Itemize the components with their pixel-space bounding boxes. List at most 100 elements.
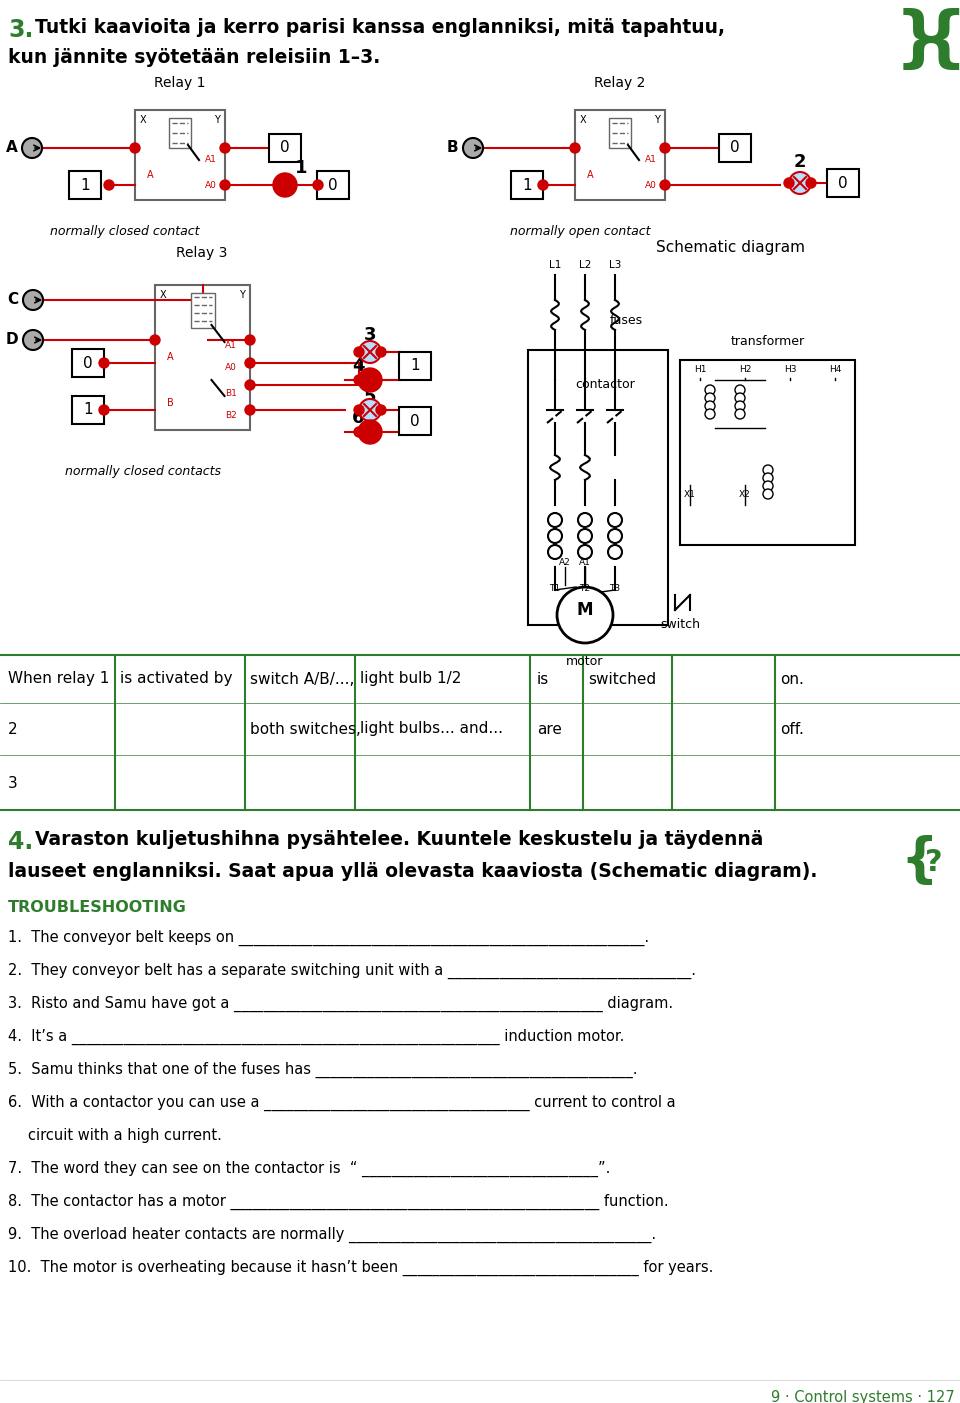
Text: T2: T2 xyxy=(580,584,590,593)
Circle shape xyxy=(548,529,562,543)
Circle shape xyxy=(99,405,109,415)
Circle shape xyxy=(806,178,816,188)
Circle shape xyxy=(735,393,745,403)
Circle shape xyxy=(705,384,715,396)
Circle shape xyxy=(23,290,43,310)
Text: A: A xyxy=(147,170,154,180)
Text: normally open contact: normally open contact xyxy=(510,224,650,239)
Text: X2: X2 xyxy=(739,490,751,499)
Circle shape xyxy=(358,368,382,391)
Bar xyxy=(155,285,250,429)
Text: L2: L2 xyxy=(579,260,591,269)
Circle shape xyxy=(705,410,715,419)
Text: D: D xyxy=(6,333,18,348)
Circle shape xyxy=(359,398,381,421)
Text: C: C xyxy=(7,292,18,307)
Text: 1: 1 xyxy=(81,178,90,192)
Text: 0: 0 xyxy=(410,414,420,428)
Text: 1: 1 xyxy=(295,159,307,177)
Circle shape xyxy=(354,347,364,356)
Circle shape xyxy=(538,180,548,189)
Text: 3.  Risto and Samu have got a __________________________________________________: 3. Risto and Samu have got a ___________… xyxy=(8,996,673,1012)
Circle shape xyxy=(245,358,255,368)
Bar xyxy=(190,293,214,328)
Text: Y: Y xyxy=(654,115,660,125)
Circle shape xyxy=(763,490,773,499)
Text: fuses: fuses xyxy=(610,313,643,327)
Circle shape xyxy=(104,180,114,189)
Text: 3: 3 xyxy=(8,776,17,790)
Text: Relay 2: Relay 2 xyxy=(594,76,646,90)
Text: 2: 2 xyxy=(794,153,806,171)
Text: motor: motor xyxy=(566,655,604,668)
Circle shape xyxy=(548,544,562,558)
Circle shape xyxy=(354,427,364,436)
Circle shape xyxy=(23,330,43,349)
Bar xyxy=(399,407,431,435)
Text: T1: T1 xyxy=(549,584,561,593)
Circle shape xyxy=(358,419,382,443)
Circle shape xyxy=(735,410,745,419)
Text: A1: A1 xyxy=(205,156,217,164)
Circle shape xyxy=(245,335,255,345)
Circle shape xyxy=(578,544,592,558)
Text: Tutki kaavioita ja kerro parisi kanssa englanniksi, mitä tapahtuu,: Tutki kaavioita ja kerro parisi kanssa e… xyxy=(35,18,725,36)
Text: 4: 4 xyxy=(351,356,364,375)
Text: Relay 3: Relay 3 xyxy=(177,246,228,260)
Circle shape xyxy=(660,180,670,189)
Text: 4.: 4. xyxy=(8,831,34,854)
Text: 6: 6 xyxy=(351,410,364,427)
Text: 5.  Samu thinks that one of the fuses has ______________________________________: 5. Samu thinks that one of the fuses has… xyxy=(8,1062,637,1078)
Text: H3: H3 xyxy=(783,365,796,375)
Text: 0: 0 xyxy=(280,140,290,156)
Text: light bulb 1/2: light bulb 1/2 xyxy=(360,672,462,686)
Circle shape xyxy=(578,529,592,543)
Text: ?: ? xyxy=(925,847,943,877)
Text: are: are xyxy=(537,721,562,737)
Bar xyxy=(69,171,101,199)
Text: A: A xyxy=(7,140,18,156)
Circle shape xyxy=(557,586,613,643)
Circle shape xyxy=(608,529,622,543)
Text: Y: Y xyxy=(239,290,245,300)
Text: 9 · Control systems · 127: 9 · Control systems · 127 xyxy=(771,1390,955,1403)
Circle shape xyxy=(705,393,715,403)
Text: 3.: 3. xyxy=(8,18,34,42)
Text: Y: Y xyxy=(214,115,220,125)
Text: 1: 1 xyxy=(84,403,93,418)
Circle shape xyxy=(245,380,255,390)
Text: 0: 0 xyxy=(84,355,93,370)
Bar xyxy=(169,118,191,147)
Text: TROUBLESHOOTING: TROUBLESHOOTING xyxy=(8,899,187,915)
Text: Schematic diagram: Schematic diagram xyxy=(656,240,804,255)
Text: 0: 0 xyxy=(838,175,848,191)
Circle shape xyxy=(735,384,745,396)
Text: is: is xyxy=(537,672,549,686)
Text: Relay 1: Relay 1 xyxy=(155,76,205,90)
Circle shape xyxy=(548,513,562,528)
Circle shape xyxy=(220,180,230,189)
Text: H4: H4 xyxy=(828,365,841,375)
Text: switch A/B/...,: switch A/B/..., xyxy=(250,672,354,686)
Text: B1: B1 xyxy=(225,389,237,397)
Text: contactor: contactor xyxy=(575,379,635,391)
Bar xyxy=(609,118,631,147)
Circle shape xyxy=(99,358,109,368)
Text: 2.  They conveyor belt has a separate switching unit with a ____________________: 2. They conveyor belt has a separate swi… xyxy=(8,962,696,979)
Bar xyxy=(827,168,859,196)
Text: L1: L1 xyxy=(549,260,562,269)
Text: X: X xyxy=(160,290,167,300)
Circle shape xyxy=(784,178,794,188)
Text: transformer: transformer xyxy=(731,335,805,348)
Text: }: } xyxy=(895,8,943,74)
Circle shape xyxy=(359,341,381,363)
Text: 8.  The contactor has a motor __________________________________________________: 8. The contactor has a motor ___________… xyxy=(8,1194,668,1211)
Text: 6.  With a contactor you can use a ____________________________________ current : 6. With a contactor you can use a ______… xyxy=(8,1094,676,1111)
Text: L3: L3 xyxy=(609,260,621,269)
Text: 4.  It’s a __________________________________________________________ induction : 4. It’s a ______________________________… xyxy=(8,1028,624,1045)
Circle shape xyxy=(763,464,773,476)
Circle shape xyxy=(570,143,580,153)
Text: on.: on. xyxy=(780,672,804,686)
Circle shape xyxy=(763,473,773,483)
Text: 3: 3 xyxy=(364,325,376,344)
